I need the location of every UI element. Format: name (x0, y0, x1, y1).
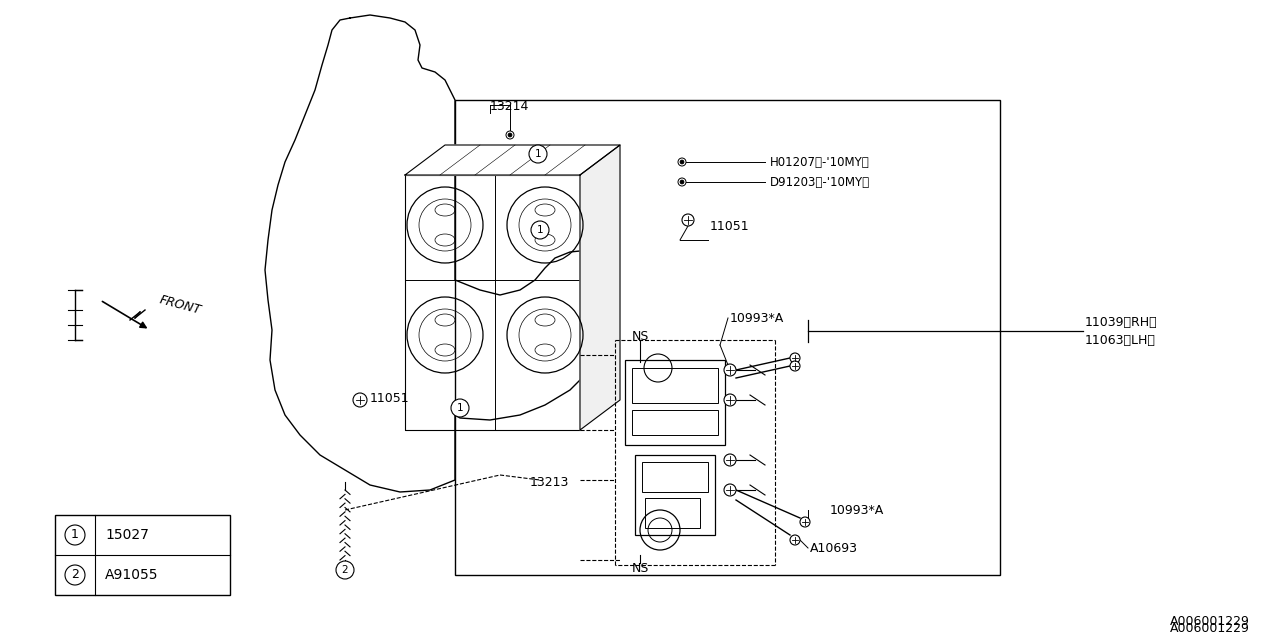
Text: 11051: 11051 (710, 220, 750, 232)
Text: 15027: 15027 (105, 528, 148, 542)
Circle shape (800, 517, 810, 527)
Text: 13213: 13213 (530, 476, 570, 488)
Text: 11063〈LH〉: 11063〈LH〉 (1085, 333, 1156, 346)
Polygon shape (580, 145, 620, 430)
Bar (55, 515, 230, 595)
Circle shape (65, 525, 84, 545)
Text: 2: 2 (72, 568, 79, 582)
Text: 10993*A: 10993*A (829, 504, 884, 516)
Circle shape (353, 393, 367, 407)
Circle shape (724, 394, 736, 406)
Text: 11051: 11051 (370, 392, 410, 404)
Text: H01207〈-'10MY〉: H01207〈-'10MY〉 (771, 156, 869, 168)
Text: A006001229: A006001229 (1170, 615, 1251, 628)
Text: D91203〈-'10MY〉: D91203〈-'10MY〉 (771, 175, 870, 189)
Circle shape (790, 361, 800, 371)
Circle shape (531, 221, 549, 239)
Text: FRONT: FRONT (157, 293, 202, 317)
Circle shape (790, 353, 800, 363)
Bar (643, 462, 708, 492)
Bar (454, 100, 1000, 575)
Text: A10693: A10693 (810, 541, 858, 554)
Circle shape (790, 535, 800, 545)
Text: 2: 2 (342, 565, 348, 575)
Text: 1: 1 (72, 529, 79, 541)
Circle shape (65, 565, 84, 585)
Circle shape (724, 364, 736, 376)
Text: 11039〈RH〉: 11039〈RH〉 (1085, 316, 1157, 328)
Bar (632, 410, 718, 435)
Text: A006001229: A006001229 (1170, 621, 1251, 634)
Bar (625, 360, 724, 445)
Text: 10993*A: 10993*A (730, 312, 785, 324)
Circle shape (724, 484, 736, 496)
Circle shape (508, 133, 512, 137)
Circle shape (678, 158, 686, 166)
Text: NS: NS (631, 330, 649, 342)
Polygon shape (404, 145, 620, 175)
Bar (404, 175, 580, 430)
Circle shape (680, 160, 684, 164)
Text: 1: 1 (536, 225, 543, 235)
Circle shape (678, 178, 686, 186)
Text: 1: 1 (535, 149, 541, 159)
Text: A91055: A91055 (105, 568, 159, 582)
Circle shape (506, 131, 515, 139)
Text: 1: 1 (457, 403, 463, 413)
Circle shape (680, 180, 684, 184)
Bar (645, 498, 700, 528)
Bar (635, 455, 716, 535)
Text: NS: NS (631, 561, 649, 575)
Text: 13214: 13214 (490, 99, 530, 113)
Circle shape (337, 561, 355, 579)
Circle shape (529, 145, 547, 163)
Circle shape (724, 454, 736, 466)
Bar (632, 368, 718, 403)
Circle shape (451, 399, 468, 417)
Polygon shape (265, 15, 614, 492)
Circle shape (682, 214, 694, 226)
